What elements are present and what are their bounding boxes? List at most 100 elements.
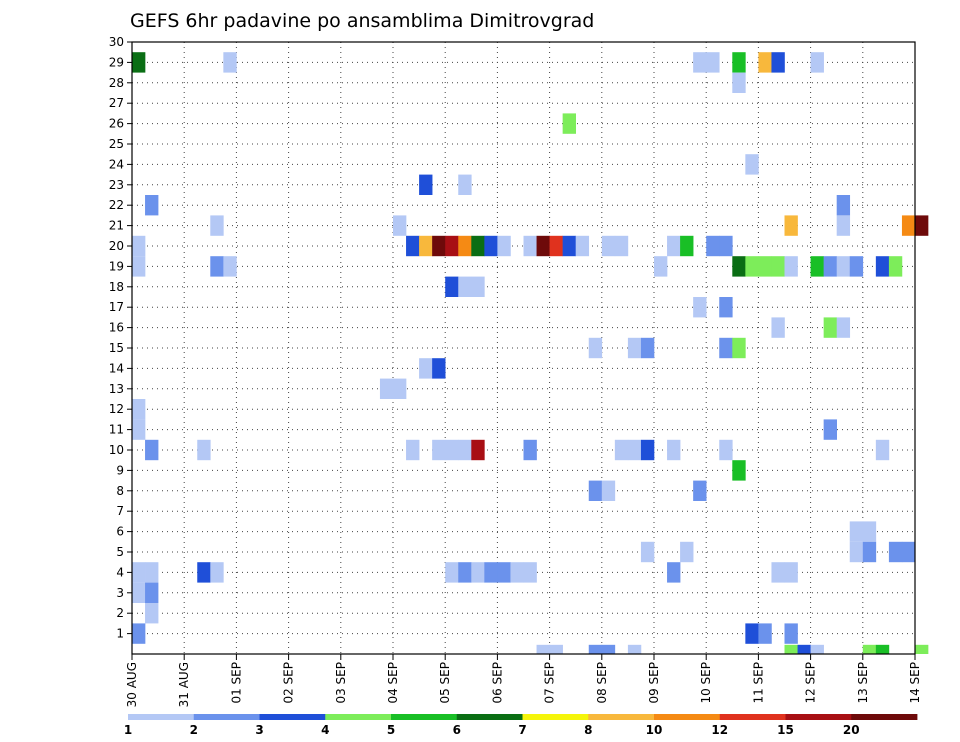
heatmap-cell (784, 644, 798, 654)
heatmap-cell (393, 215, 407, 236)
heatmap-cell (719, 337, 733, 359)
heatmap-cell (849, 521, 864, 542)
heatmap-cell (523, 439, 537, 461)
colorbar-segment (325, 714, 392, 720)
heatmap-cell (432, 235, 446, 257)
y-tick-label: 4 (116, 565, 124, 579)
heatmap-cell (145, 195, 159, 216)
y-tick-label: 25 (109, 137, 124, 151)
heatmap-cell (210, 215, 224, 236)
x-tick-label: 31 AUG (177, 662, 191, 707)
heatmap-cell (132, 235, 146, 257)
heatmap-cell (862, 521, 877, 542)
colorbar-tick-label: 15 (777, 723, 794, 737)
y-tick-label: 30 (109, 35, 124, 49)
heatmap-cell (693, 297, 707, 318)
heatmap-cell (406, 235, 420, 257)
heatmap-cell (497, 562, 511, 583)
colorbar-tick-label: 6 (453, 723, 461, 737)
heatmap-cell (536, 235, 550, 257)
heatmap-cell (549, 644, 563, 654)
heatmap-cell (145, 582, 159, 603)
heatmap-cell (445, 276, 459, 297)
heatmap-cell (667, 562, 681, 583)
y-tick-label: 19 (109, 259, 124, 273)
heatmap-cell (132, 399, 146, 420)
heatmap-cell (484, 235, 498, 257)
x-tick-label: 09 SEP (647, 662, 661, 704)
x-tick-label: 13 SEP (856, 662, 870, 704)
colorbar-tick-label: 20 (843, 723, 860, 737)
heatmap-cell (445, 562, 459, 583)
heatmap-cell (640, 439, 655, 461)
heatmap-cell (719, 439, 733, 461)
heatmap-cell (601, 235, 616, 257)
heatmap-cell (588, 337, 603, 359)
heatmap-cell (471, 276, 485, 297)
y-tick-label: 12 (109, 402, 124, 416)
heatmap-cell (627, 644, 642, 654)
heatmap-cell (836, 256, 851, 277)
x-tick-label: 05 SEP (438, 662, 452, 704)
heatmap-cell (745, 623, 759, 644)
heatmap-cell (745, 256, 759, 277)
heatmap-cell (132, 52, 146, 73)
y-tick-label: 22 (109, 198, 124, 212)
heatmap-cell (823, 256, 837, 277)
heatmap-cell (419, 174, 433, 195)
heatmap-cell (823, 419, 837, 440)
colorbar-segment (391, 714, 458, 720)
y-tick-label: 29 (109, 55, 124, 69)
heatmap-cell (640, 337, 655, 359)
heatmap-cell (145, 562, 159, 583)
y-tick-label: 7 (116, 504, 124, 518)
y-tick-label: 1 (116, 627, 124, 641)
heatmap-cell (601, 644, 616, 654)
heatmap-cell (836, 215, 851, 236)
x-tick-label: 12 SEP (804, 662, 818, 704)
heatmap-cell (132, 623, 146, 644)
heatmap-cell (680, 235, 694, 257)
colorbar-segment (193, 714, 260, 720)
heatmap-cell (145, 603, 159, 624)
heatmap-cell (706, 235, 720, 257)
heatmap-cell (458, 235, 472, 257)
heatmap-cell (132, 256, 146, 277)
heatmap-cell (706, 52, 720, 73)
colorbar-segment (259, 714, 326, 720)
heatmap-cell (732, 460, 746, 481)
colorbar-tick-label: 2 (190, 723, 198, 737)
x-tick-label: 07 SEP (543, 662, 557, 704)
heatmap-cell (862, 644, 877, 654)
colorbar-segment (785, 714, 852, 720)
heatmap-cell (562, 235, 576, 257)
colorbar-tick-label: 1 (124, 723, 132, 737)
heatmap-cell (588, 644, 603, 654)
y-tick-label: 8 (116, 484, 124, 498)
heatmap-cell (915, 215, 929, 236)
colorbar-segment (654, 714, 721, 720)
heatmap-cell (667, 439, 681, 461)
heatmap-cell (471, 562, 485, 583)
heatmap-cell (445, 235, 459, 257)
heatmap-cell (836, 195, 851, 216)
y-tick-label: 17 (109, 300, 124, 314)
heatmap-cell (823, 317, 837, 338)
y-tick-label: 27 (109, 96, 124, 110)
x-tick-label: 10 SEP (699, 662, 713, 704)
heatmap-cell (667, 235, 681, 257)
heatmap-cell (732, 52, 746, 73)
heatmap-cell (523, 235, 537, 257)
heatmap-cell (888, 541, 903, 563)
x-tick-label: 11 SEP (751, 662, 765, 704)
heatmap-cell (732, 72, 746, 93)
y-tick-label: 28 (109, 76, 124, 90)
heatmap-cell (627, 337, 642, 359)
y-tick-label: 5 (116, 545, 124, 559)
colorbar-tick-label: 5 (387, 723, 395, 737)
heatmap-cell (797, 644, 811, 654)
colorbar-segment (588, 714, 655, 720)
chart-title: GEFS 6hr padavine po ansamblima Dimitrov… (130, 10, 594, 32)
heatmap-cell (510, 562, 524, 583)
x-tick-label: 30 AUG (125, 662, 139, 707)
